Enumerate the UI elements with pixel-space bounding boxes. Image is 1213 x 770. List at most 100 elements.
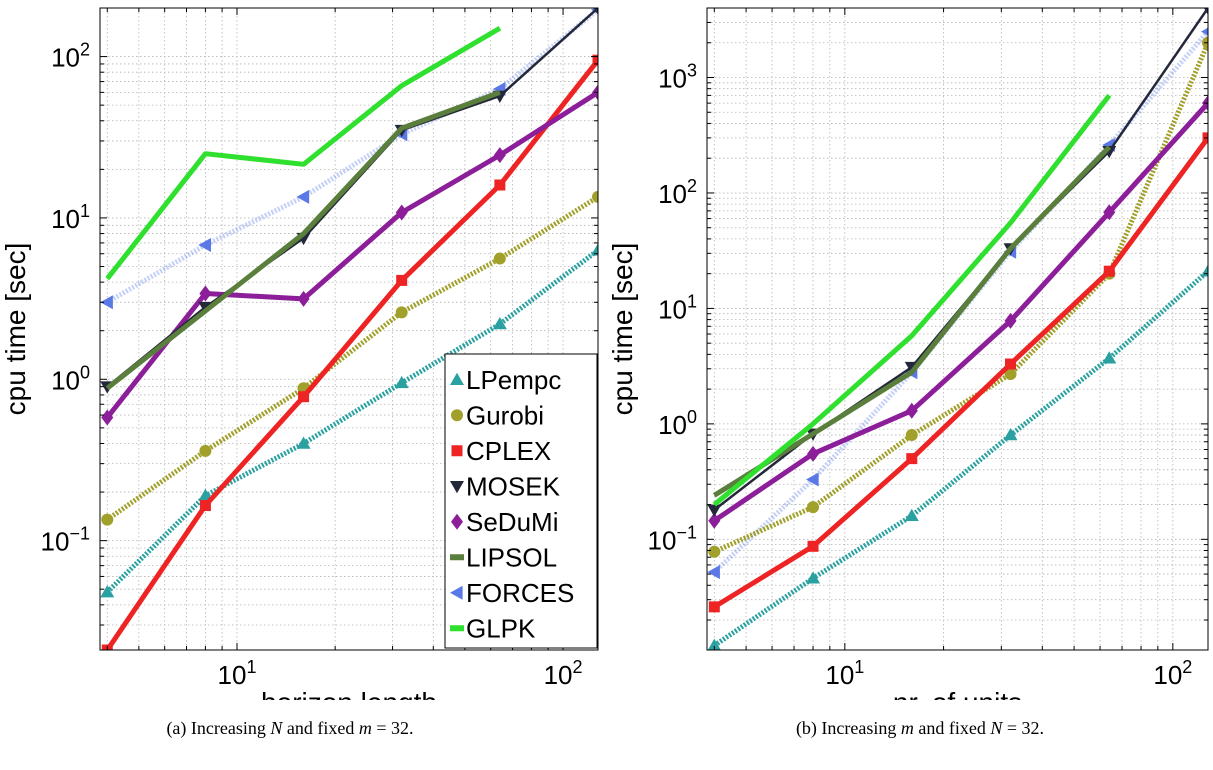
series-line-glpk	[712, 93, 1112, 507]
legend-swatch-glpk	[450, 625, 464, 632]
y-tick-label: 101	[51, 201, 90, 234]
legend-label-cplex: CPLEX	[466, 436, 551, 466]
caption-a-var1: N	[270, 718, 283, 738]
data-point-gurobi	[905, 429, 918, 442]
data-point-lpempc	[394, 375, 409, 389]
y-tick-label-exp: −1	[676, 522, 697, 542]
x-tick-label: 101	[825, 657, 864, 690]
legend-swatch-gurobi	[451, 409, 463, 422]
caption-a-mid: and fixed	[282, 718, 359, 738]
data-point-lpempc	[591, 243, 598, 256]
series-line-lipsol	[105, 90, 501, 391]
data-point-forces	[296, 189, 310, 204]
caption-a-prefix: (a) Increasing	[166, 718, 271, 738]
y-tick-label-exp: 1	[80, 201, 90, 221]
y-tick-label-base: 10	[648, 525, 677, 555]
y-tick-label-exp: 0	[687, 407, 697, 427]
legend-swatch-forces	[450, 585, 463, 600]
legend-swatch-cplex	[451, 445, 463, 457]
y-tick-label-base: 10	[658, 64, 687, 94]
y-tick-label-exp: −1	[69, 524, 90, 544]
legend-box	[444, 353, 598, 649]
data-point-sedumi	[905, 402, 918, 419]
x-tick-label-base: 10	[1153, 660, 1182, 690]
data-point-sedumi	[807, 445, 820, 462]
plot-frame	[706, 7, 1209, 651]
data-point-cplex	[298, 391, 310, 403]
y-tick-label: 102	[658, 176, 697, 209]
data-point-sedumi	[199, 285, 212, 302]
data-point-cplex	[708, 601, 720, 613]
data-point-cplex	[1005, 358, 1017, 370]
y-tick-label: 102	[51, 40, 90, 73]
data-point-sedumi	[101, 409, 114, 426]
x-tick-label-base: 10	[544, 660, 573, 690]
y-tick-label-base: 10	[51, 204, 80, 234]
data-point-gurobi	[708, 545, 721, 558]
data-point-lpempc	[1102, 351, 1117, 364]
y-tick-label: 10−1	[648, 522, 697, 555]
data-point-forces	[806, 472, 819, 487]
y-tick-label-exp: 1	[687, 291, 697, 311]
series-group	[100, 8, 598, 650]
data-point-lpempc	[198, 488, 213, 501]
data-point-forces	[707, 565, 720, 580]
x-tick-label-exp: 1	[854, 657, 864, 677]
data-point-lpempc	[1003, 428, 1018, 441]
data-point-gurobi	[592, 190, 598, 203]
data-point-gurobi	[807, 501, 820, 514]
data-point-forces	[198, 237, 212, 252]
data-point-cplex	[396, 274, 408, 286]
y-tick-label-base: 10	[658, 294, 687, 324]
x-tick-label-base: 10	[218, 660, 247, 690]
y-tick-label-exp: 3	[687, 61, 697, 81]
y-tick-label: 10−1	[41, 524, 90, 557]
x-tick-label: 102	[1153, 657, 1192, 690]
y-tick-label: 100	[658, 407, 697, 440]
x-tick-label-exp: 2	[572, 657, 582, 677]
data-point-lpempc	[904, 508, 919, 522]
caption-b-prefix: (b) Increasing	[795, 718, 901, 738]
y-axis-label: cpu time [sec]	[0, 243, 31, 416]
data-point-cplex	[906, 453, 918, 465]
legend-label-mosek: MOSEK	[466, 471, 561, 501]
grid	[707, 7, 1208, 650]
caption-b-var2: N	[990, 718, 1003, 738]
data-point-lpempc	[707, 638, 721, 650]
y-tick-label-base: 10	[51, 365, 80, 395]
caption-b: (b) Increasing m and fixed N = 32.	[640, 718, 1200, 739]
legend-label-lipsol: LIPSOL	[466, 542, 557, 572]
data-point-gurobi	[1004, 368, 1017, 381]
y-axis-label: cpu time [sec]	[607, 243, 638, 416]
data-point-gurobi	[395, 306, 408, 319]
data-point-lpempc	[296, 436, 311, 449]
data-point-lpempc	[1201, 264, 1208, 277]
y-tick-label-base: 10	[41, 527, 70, 557]
data-point-sedumi	[493, 147, 506, 164]
y-tick-label: 101	[658, 291, 697, 324]
data-point-cplex	[494, 179, 506, 191]
legend-swatch-lipsol	[450, 554, 464, 561]
data-point-lpempc	[806, 571, 821, 584]
legend-label-forces: FORCES	[466, 578, 574, 608]
series-line-cplex	[712, 136, 1208, 610]
caption-b-mid: and fixed	[913, 718, 991, 738]
x-tick-label: 101	[218, 657, 257, 690]
grid	[100, 7, 598, 650]
caption-b-suffix: = 32.	[1002, 718, 1045, 738]
caption-a-suffix: = 32.	[371, 718, 414, 738]
plot-frame	[99, 7, 599, 651]
series-group	[707, 8, 1208, 650]
data-point-cplex	[1103, 265, 1115, 277]
series-line-sedumi	[712, 101, 1208, 523]
data-point-lpempc	[492, 317, 507, 330]
y-tick-label-base: 10	[658, 179, 687, 209]
data-point-cplex	[807, 540, 819, 552]
data-point-sedumi	[395, 204, 408, 221]
series-line-glpk	[105, 26, 502, 281]
y-tick-label-base: 10	[51, 43, 80, 73]
data-point-sedumi	[1103, 204, 1116, 221]
caption-b-var1: m	[900, 718, 914, 738]
